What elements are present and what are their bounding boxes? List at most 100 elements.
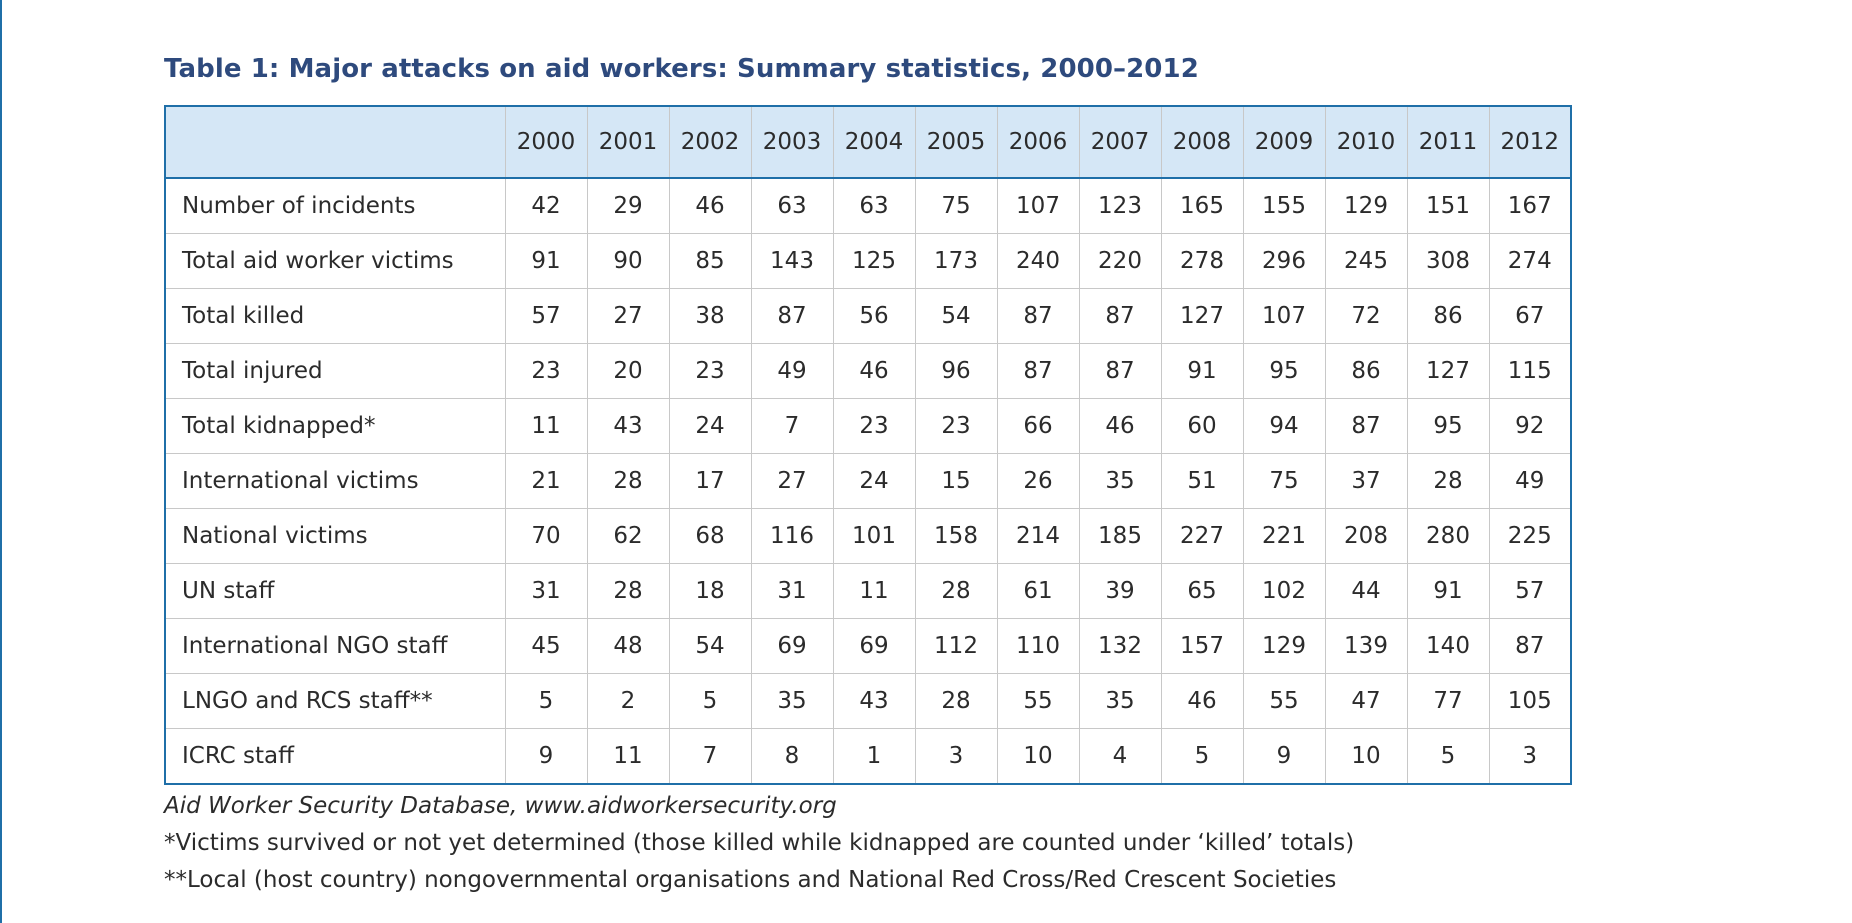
table-cell: 39 [1078,563,1162,619]
table-cell: 57 [504,288,588,344]
table-cell: 3 [914,728,998,785]
table-cell: 227 [1160,508,1244,564]
table-cell: 18 [668,563,752,619]
page-left-rule [0,0,2,923]
table-cell: 63 [832,177,916,234]
table-cell: 68 [668,508,752,564]
table-cell: 296 [1242,233,1326,289]
table-cell: 31 [504,563,588,619]
table-cell: 35 [750,673,834,729]
table-cell: 49 [750,343,834,399]
table-cell: 28 [1406,453,1490,509]
table-cell: 105 [1488,673,1572,729]
table-cell: 240 [996,233,1080,289]
table-row: Total killed 57 27 38 87 56 54 87 87 127 107 72 86 67 [164,288,1572,344]
table-row: National victims 70 62 68 116 101 158 214 185 227… [164,508,1572,564]
table-cell: 107 [996,177,1080,234]
table-cell: 87 [1078,288,1162,344]
table-cell: 165 [1160,177,1244,234]
table-cell: 62 [586,508,670,564]
table-cell: 31 [750,563,834,619]
table-cell: 35 [1078,673,1162,729]
table-cell: 60 [1160,398,1244,454]
table-cell: 15 [914,453,998,509]
row-label: National victims [164,508,506,564]
table-cell: 85 [668,233,752,289]
table-cell: 127 [1160,288,1244,344]
table-cell: 4 [1078,728,1162,785]
table-cell: 5 [1406,728,1490,785]
table-cell: 35 [1078,453,1162,509]
table-title: Table 1: Major attacks on aid workers: S… [164,54,1199,84]
table-cell: 5 [1160,728,1244,785]
table-cell: 23 [832,398,916,454]
table-cell: 7 [750,398,834,454]
table-cell: 87 [1078,343,1162,399]
table-cell: 51 [1160,453,1244,509]
footnote-kidnapped: *Victims survived or not yet determined … [164,830,1355,856]
year-header-2005: 2005 [914,105,998,179]
row-label: Total kidnapped* [164,398,506,454]
table-cell: 28 [586,563,670,619]
table-cell: 11 [586,728,670,785]
row-label: Total aid worker victims [164,233,506,289]
year-header-2004: 2004 [832,105,916,179]
table-cell: 44 [1324,563,1408,619]
table-cell: 17 [668,453,752,509]
table-row: UN staff 31 28 18 31 11 28 61 39 65 102 44 91 57 [164,563,1572,619]
table-cell: 143 [750,233,834,289]
table-cell: 24 [832,453,916,509]
table-cell: 91 [504,233,588,289]
table-row: Total injured 23 20 23 49 46 96 87 87 91 95 86 127 11… [164,343,1572,399]
table-cell: 67 [1488,288,1572,344]
summary-statistics-table: 2000 2001 2002 2003 2004 2005 2006 2007 2008 2009… [164,105,1572,785]
table-cell: 116 [750,508,834,564]
table-cell: 7 [668,728,752,785]
table-cell: 274 [1488,233,1572,289]
table-cell: 129 [1242,618,1326,674]
table-cell: 10 [996,728,1080,785]
table-cell: 92 [1488,398,1572,454]
row-label: International victims [164,453,506,509]
table-cell: 27 [750,453,834,509]
table-cell: 28 [914,563,998,619]
table-cell: 1 [832,728,916,785]
table-cell: 102 [1242,563,1326,619]
table-cell: 8 [750,728,834,785]
table-cell: 127 [1406,343,1490,399]
row-label: UN staff [164,563,506,619]
table-cell: 158 [914,508,998,564]
table-cell: 47 [1324,673,1408,729]
table-cell: 24 [668,398,752,454]
year-header-2001: 2001 [586,105,670,179]
year-header-2008: 2008 [1160,105,1244,179]
row-label: ICRC staff [164,728,506,785]
table-cell: 280 [1406,508,1490,564]
table-cell: 95 [1406,398,1490,454]
table-cell: 23 [668,343,752,399]
table-cell: 112 [914,618,998,674]
table-cell: 151 [1406,177,1490,234]
table-cell: 9 [504,728,588,785]
table-cell: 56 [832,288,916,344]
table-cell: 87 [750,288,834,344]
header-corner-cell [164,105,506,179]
year-header-2012: 2012 [1488,105,1572,179]
table-cell: 70 [504,508,588,564]
table-cell: 123 [1078,177,1162,234]
table-cell: 245 [1324,233,1408,289]
table-cell: 129 [1324,177,1408,234]
table-cell: 20 [586,343,670,399]
table-cell: 21 [504,453,588,509]
table-cell: 27 [586,288,670,344]
table-cell: 42 [504,177,588,234]
table-row: LNGO and RCS staff** 5 2 5 35 43 28 55 35 46 55 47 7… [164,673,1572,729]
table-cell: 115 [1488,343,1572,399]
table-cell: 95 [1242,343,1326,399]
table-cell: 48 [586,618,670,674]
source-note: Aid Worker Security Database, www.aidwor… [164,793,837,819]
table-cell: 29 [586,177,670,234]
table-cell: 46 [832,343,916,399]
table-cell: 10 [1324,728,1408,785]
table-cell: 23 [504,343,588,399]
